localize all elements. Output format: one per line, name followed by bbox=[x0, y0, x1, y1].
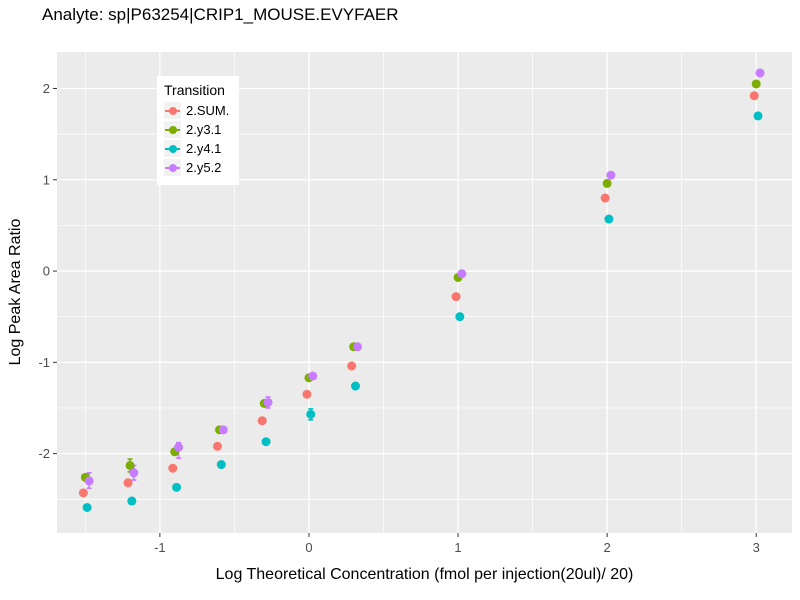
x-tick-label: 2 bbox=[604, 540, 611, 555]
scatter-point bbox=[749, 91, 759, 101]
legend-entry: 2.y5.2 bbox=[164, 159, 229, 176]
legend-key-point-icon bbox=[164, 159, 181, 176]
y-tick-label: 0 bbox=[43, 264, 50, 279]
scatter-point bbox=[213, 441, 223, 451]
scatter-point bbox=[302, 389, 312, 399]
plot-title: Analyte: sp|P63254|CRIP1_MOUSE.EVYFAER bbox=[42, 5, 399, 24]
legend-key-point-icon bbox=[164, 102, 181, 119]
scatter-point bbox=[174, 442, 184, 452]
scatter-point bbox=[352, 342, 362, 352]
legend-key-point-icon bbox=[164, 140, 181, 157]
scatter-point bbox=[168, 463, 178, 473]
scatter-point bbox=[257, 416, 267, 426]
x-axis-title: Log Theoretical Concentration (fmol per … bbox=[215, 566, 634, 583]
y-tick-label: -2 bbox=[38, 446, 50, 461]
x-tick-label: 0 bbox=[305, 540, 312, 555]
scatter-point bbox=[606, 170, 616, 180]
scatter-point bbox=[218, 425, 228, 435]
scatter-point bbox=[172, 482, 182, 492]
scatter-point bbox=[263, 397, 273, 407]
scatter-point bbox=[216, 460, 226, 470]
scatter-point bbox=[127, 496, 137, 506]
scatter-point bbox=[457, 269, 467, 279]
y-tick-label: 1 bbox=[43, 172, 50, 187]
legend-entry: 2.SUM. bbox=[164, 102, 229, 119]
scatter-point bbox=[82, 502, 92, 512]
scatter-point bbox=[751, 79, 761, 89]
legend-entry: 2.y3.1 bbox=[164, 121, 229, 138]
x-tick-label: 3 bbox=[753, 540, 760, 555]
scatter-point bbox=[451, 292, 461, 302]
scatter-point bbox=[78, 488, 88, 498]
x-tick-label: -1 bbox=[154, 540, 166, 555]
scatter-point bbox=[604, 214, 614, 224]
scatter-point bbox=[347, 361, 357, 371]
legend-label: 2.y4.1 bbox=[186, 141, 222, 156]
scatter-point bbox=[84, 476, 94, 486]
scatter-point bbox=[123, 478, 133, 488]
legend-label: 2.y3.1 bbox=[186, 122, 222, 137]
scatter-point bbox=[306, 409, 316, 419]
legend-entries: 2.SUM. 2.y3.1 2.y4.1 2.y5.2 bbox=[164, 102, 229, 176]
scatter-point bbox=[261, 437, 271, 447]
legend-label: 2.SUM. bbox=[186, 103, 230, 118]
scatter-point bbox=[753, 111, 763, 121]
legend-title: Transition bbox=[164, 82, 225, 98]
y-tick-label: -1 bbox=[38, 355, 50, 370]
scatter-point bbox=[129, 468, 139, 478]
scatter-point bbox=[125, 460, 135, 470]
scatter-point bbox=[455, 312, 465, 322]
x-tick-label: 1 bbox=[454, 540, 461, 555]
scatter-point bbox=[308, 371, 318, 381]
scatter-point bbox=[602, 178, 612, 188]
scatter-point bbox=[350, 381, 360, 391]
y-tick-label: 2 bbox=[43, 81, 50, 96]
scatter-point bbox=[600, 193, 610, 203]
y-axis-title: Log Peak Area Ratio bbox=[7, 218, 24, 366]
legend: Transition 2.SUM. 2.y3.1 2.y4.1 2.y5.2 bbox=[157, 76, 240, 185]
scatter-point bbox=[755, 68, 765, 78]
legend-key-point-icon bbox=[164, 121, 181, 138]
legend-label: 2.y5.2 bbox=[186, 160, 222, 175]
legend-entry: 2.y4.1 bbox=[164, 140, 229, 157]
